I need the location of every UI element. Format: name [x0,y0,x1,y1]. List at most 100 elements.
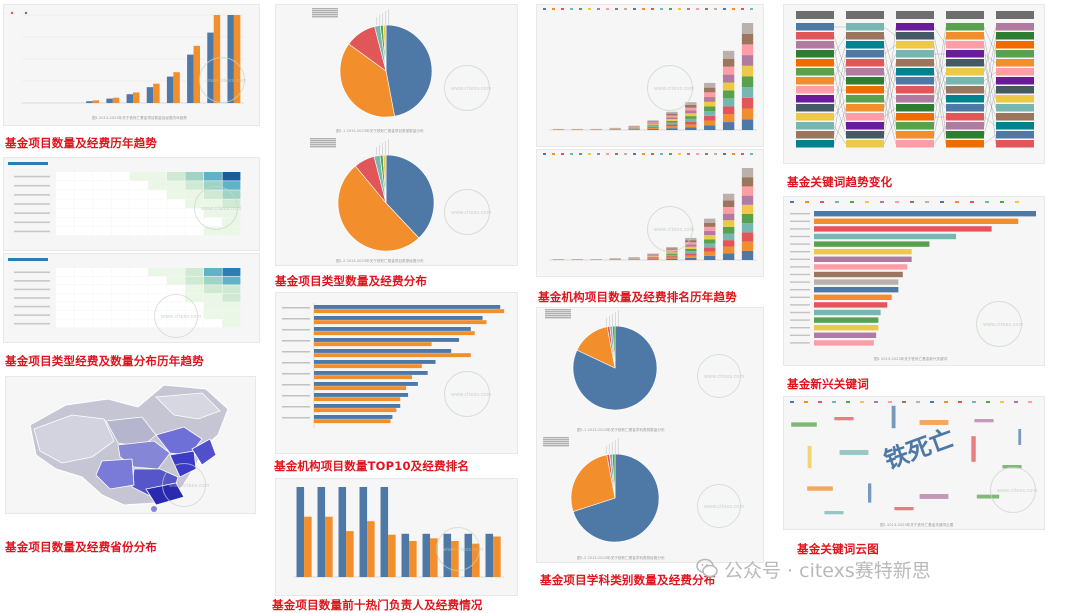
legend-marker [880,201,884,203]
heat-cell [74,302,93,311]
flow-line [983,89,997,136]
legend-marker [902,401,906,403]
caption-org-trend: 基金机构项目数量及经费排名历年趋势 [538,290,737,304]
bar [814,249,912,255]
bar-segment [685,251,697,254]
flow-line [983,44,997,127]
legend-marker [678,8,681,10]
keyword-cell [796,77,834,85]
bar-segment [685,107,697,111]
row-label [790,243,810,245]
legend-gradient [8,162,48,165]
heat-cell [204,293,222,302]
heat-cell [148,226,167,236]
bar-segment [647,122,659,124]
legend-marker [818,401,822,403]
bar-segment [647,255,659,257]
heat-cell [111,208,130,218]
flow-line [933,71,947,109]
bar-segment [722,193,735,201]
heat-cell [185,190,204,199]
wordcloud: 铁死亡 [790,401,1032,515]
row-label [790,220,810,222]
bar [814,340,874,346]
pie-slice [385,154,435,239]
bar-segment [722,200,735,208]
legend-marker [624,153,627,155]
column-header [796,11,834,19]
heat-cell [56,293,74,302]
bar [814,294,892,300]
cloud-word [839,450,869,455]
bar [314,393,409,397]
bar-segment [685,237,697,241]
figure-note: 图1 2013-2023年关于铁死亡基金新兴关键词 [874,357,948,361]
keyword-cell [796,41,834,49]
bar [814,271,903,278]
watermark-text: www.citexs.com [443,547,484,553]
bar-segment [666,128,678,130]
heat-cell [74,217,93,227]
bar [814,332,877,338]
heat-cell [93,181,111,190]
row-label [790,281,810,283]
bar [314,386,407,391]
bar-segment [685,113,697,117]
bar-segment [722,233,735,241]
legend-marker [850,201,854,203]
column-header [896,11,934,19]
pie-label [545,317,571,319]
bar [314,375,412,380]
bar-segment [722,220,735,227]
caption-subject: 基金项目学科类别数量及经费分布 [540,573,716,587]
caption-keyword-trend: 基金关键词趋势变化 [787,175,893,189]
row-label [790,319,810,321]
figure-note: 图1 2013-2023年关于铁死亡基金关键词云图 [880,523,954,527]
flow-line [833,53,847,109]
bar [314,309,505,314]
bar [814,264,908,270]
heat-cell [74,285,93,294]
watermark-text: www.citexs.com [206,78,247,84]
legend-marker [552,153,555,155]
heat-cell [111,190,130,199]
bar-segment [685,257,697,260]
pie-slice [572,453,660,543]
heat-cell [111,217,130,227]
keyword-cell [996,68,1034,76]
bar [338,487,347,577]
column-header [996,11,1034,19]
bar [814,325,879,331]
bar-segment [685,253,697,256]
keyword-cell [796,140,834,148]
heat-cell [56,268,74,276]
legend-marker [741,8,744,10]
bar-segment [741,55,754,66]
keyword-cell [846,140,884,148]
flow-line [933,26,947,100]
pie-slice [611,453,616,499]
keyword-cell [896,131,934,139]
bar-segment [722,98,735,107]
flow-line [883,71,897,136]
legend-marker [958,401,962,403]
figure-note: 图1.2 2013-2023年关于铁死亡基金项目类型经费分布 [336,259,424,263]
bar-segment [685,244,697,247]
bar-segment [647,259,659,260]
bar-segment [741,250,754,260]
legend-marker [678,153,681,155]
heat-cell [148,208,167,218]
bar-segment [685,110,697,114]
pie-slice [382,154,387,204]
watermark-text: www.citexs.com [704,504,745,510]
pie-slice [612,325,616,369]
heat-cell [130,293,148,302]
flow-line [883,98,897,145]
heat-cell [56,302,74,311]
heat-cell [111,293,130,302]
heat-cell [167,285,185,294]
bar-segment [685,240,697,243]
bar [296,487,305,577]
legend-marker [865,201,869,203]
legend-marker [696,8,699,10]
